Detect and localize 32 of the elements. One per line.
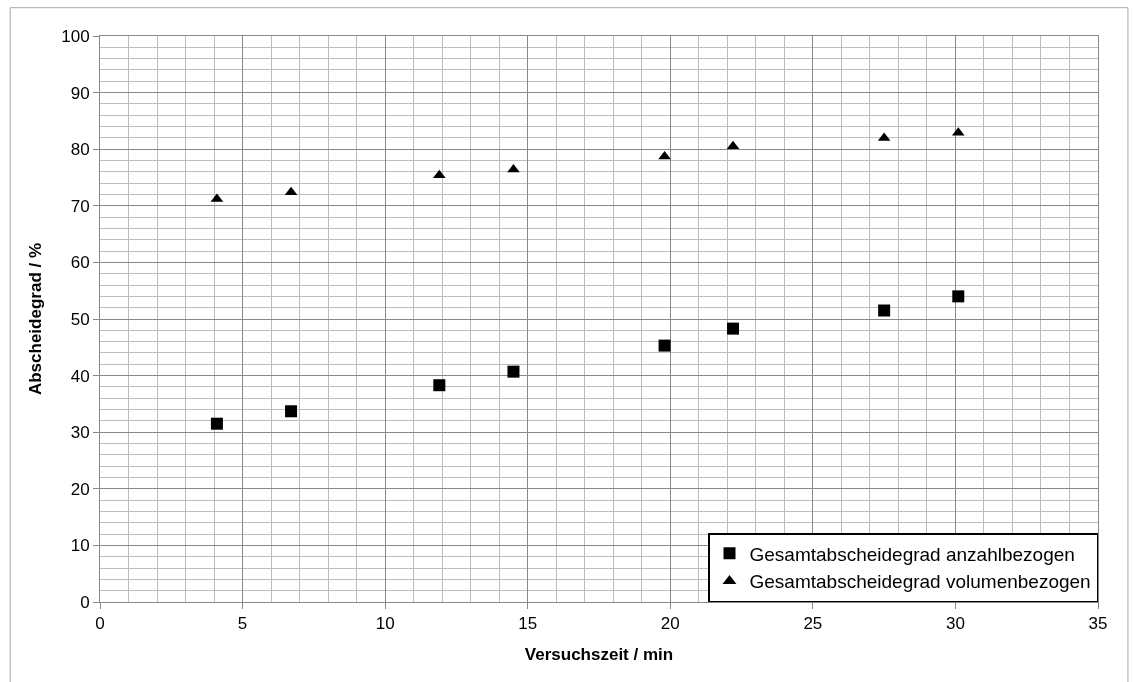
x-tick-label: 35 [1088, 614, 1108, 634]
x-axis-title: Versuchszeit / min [524, 644, 674, 664]
x-tick-label: 0 [95, 614, 105, 634]
x-tick-label: 5 [237, 614, 248, 634]
y-tick-label: 40 [70, 366, 90, 386]
x-tick-label: 30 [945, 614, 965, 634]
point [727, 322, 740, 335]
point [433, 379, 446, 392]
y-tick-label: 90 [70, 83, 90, 103]
point [952, 290, 965, 303]
x-tick-label: 20 [660, 614, 680, 634]
y-tick-label: 70 [70, 196, 90, 216]
point [878, 304, 891, 317]
point [285, 405, 298, 418]
x-tick-label: 25 [803, 614, 823, 634]
point [658, 339, 671, 352]
legend-label: Gesamtabscheidegrad volumenbezogen [749, 571, 1091, 593]
legend-label: Gesamtabscheidegrad anzahlbezogen [749, 543, 1075, 565]
y-axis-title: Abscheidegrad / % [25, 242, 45, 396]
point [210, 417, 223, 430]
point [726, 140, 740, 150]
x-tick-label: 15 [518, 614, 538, 634]
y-tick-label: 60 [70, 253, 90, 273]
point [507, 365, 520, 378]
y-tick-label: 0 [80, 592, 90, 612]
y-tick-label: 100 [61, 26, 90, 46]
y-tick-label: 30 [70, 423, 90, 443]
y-tick-label: 80 [70, 140, 90, 160]
x-tick-label: 10 [375, 614, 395, 634]
y-tick-label: 50 [70, 309, 90, 329]
y-tick-label: 20 [70, 479, 90, 499]
y-tick-label: 10 [70, 536, 90, 556]
